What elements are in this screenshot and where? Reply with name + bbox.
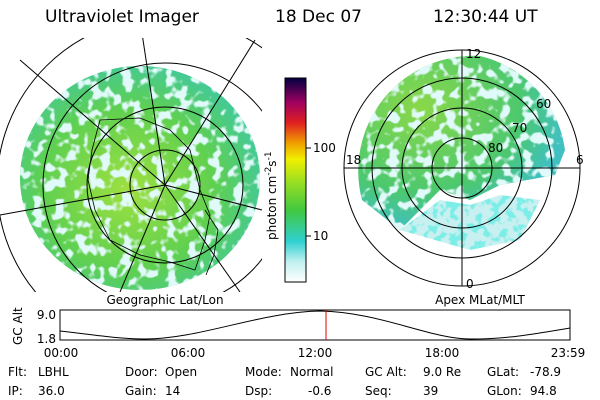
- panel-label: Geographic Lat/Lon: [106, 293, 223, 307]
- time-tick: 23:59: [551, 346, 586, 360]
- mlt-label: 18: [346, 153, 361, 167]
- time-tick: 06:00: [171, 346, 206, 360]
- time: 12:30:44 UT: [433, 7, 538, 27]
- altitude-tick: 9.0: [37, 308, 56, 322]
- date: 18 Dec 07: [275, 7, 362, 27]
- altitude-curve: [59, 310, 571, 340]
- mlat-label: 70: [512, 121, 527, 135]
- altitude-frame: [59, 309, 571, 341]
- info-value: 94.8: [530, 384, 557, 398]
- mlt-label: 6: [576, 153, 584, 167]
- info-label: Mode:: [245, 365, 282, 379]
- altitude-axis-label: GC Alt: [11, 307, 25, 345]
- info-value: Open: [165, 365, 197, 379]
- info-block: Flt: LBHL Door: Open Mode: Normal GC Alt: 9.0 R…: [8, 365, 561, 398]
- instrument: Ultraviolet Imager: [45, 7, 199, 27]
- info-label: Dsp:: [245, 384, 272, 398]
- time-tick: 12:00: [298, 346, 333, 360]
- info-value: LBHL: [38, 365, 69, 379]
- info-label: GLon:: [487, 384, 522, 398]
- info-label: Door:: [125, 365, 158, 379]
- info-label: IP:: [8, 384, 23, 398]
- info-value: -0.6: [308, 384, 331, 398]
- info-label: GC Alt:: [365, 365, 407, 379]
- info-value: 36.0: [38, 384, 65, 398]
- mlt-label: 12: [466, 47, 481, 61]
- panel-label: Apex MLat/MLT: [435, 293, 525, 307]
- time-tick: 00:00: [44, 346, 79, 360]
- colorbar: [284, 77, 307, 283]
- info-label: Seq:: [365, 384, 392, 398]
- colorbar-tick: 10: [313, 229, 328, 243]
- colorbar-unit: photon cm-2s-1: [264, 151, 279, 240]
- polar-image: [343, 49, 581, 287]
- geographic-image: [0, 38, 262, 292]
- info-label: GLat:: [487, 365, 519, 379]
- info-label: Gain:: [125, 384, 157, 398]
- colorbar-tick: 100: [313, 141, 336, 155]
- mlt-label: 0: [466, 277, 474, 291]
- mlat-label: 80: [488, 141, 503, 155]
- time-tick: 18:00: [425, 346, 460, 360]
- info-value: 39: [423, 384, 438, 398]
- info-value: -78.9: [530, 365, 561, 379]
- info-value: 14: [165, 384, 180, 398]
- info-value: Normal: [290, 365, 333, 379]
- altitude-tick: 1.8: [37, 332, 56, 346]
- info-label: Flt:: [8, 365, 27, 379]
- mlat-label: 60: [536, 97, 551, 111]
- info-value: 9.0 Re: [423, 365, 461, 379]
